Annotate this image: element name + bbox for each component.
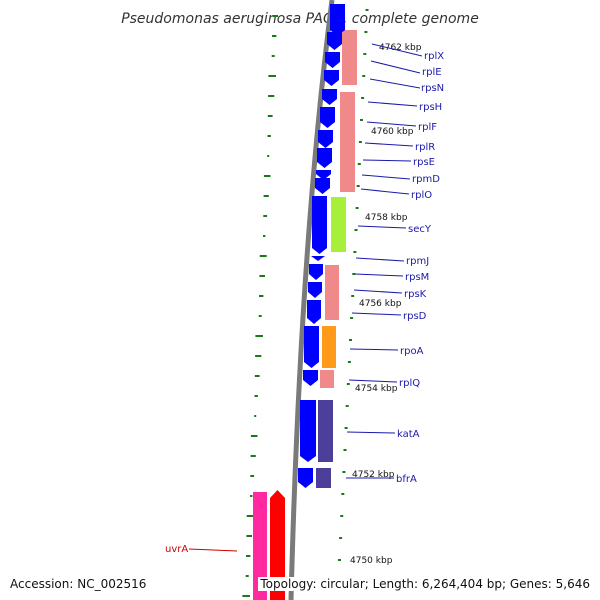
leader-line — [367, 101, 418, 107]
kbp-label-4758: 4758 kbp — [365, 213, 408, 223]
cog-block-transcription — [322, 326, 336, 368]
leader-line — [351, 312, 402, 316]
gene-label-bfrA[interactable]: bfrA — [396, 474, 417, 485]
cog-block — [320, 370, 334, 388]
leader-line — [354, 273, 404, 277]
kbp-label-4760: 4760 kbp — [371, 127, 414, 137]
gene-arrow-uvrA[interactable] — [270, 490, 285, 600]
cog-block — [342, 30, 357, 85]
gene-label-rpsD[interactable]: rpsD — [403, 311, 427, 322]
cog-category-track — [253, 30, 357, 600]
gene-label-secY[interactable]: secY — [408, 224, 432, 235]
leader-line — [349, 348, 399, 351]
gene-arrow-rplX[interactable] — [330, 4, 345, 36]
leader-line — [346, 431, 396, 434]
cog-block-ion — [318, 400, 333, 462]
leader-line — [370, 60, 421, 74]
gene-label-rpmD[interactable]: rpmD — [412, 174, 440, 185]
label-leader-lines — [188, 43, 423, 552]
gene-arrow-rpsE[interactable] — [317, 148, 332, 168]
genome-stats-text: Topology: circular; Length: 6,264,404 bp… — [258, 577, 592, 591]
leader-line — [357, 225, 407, 229]
gene-arrow-rpmD[interactable] — [316, 170, 331, 180]
gene-label-rpsH[interactable]: rpsH — [419, 102, 442, 113]
cog-block-ion — [316, 468, 331, 488]
gene-arrow-secY[interactable] — [312, 196, 327, 254]
gene-arrow-rpoA[interactable] — [304, 326, 319, 368]
gene-label-rplQ[interactable]: rplQ — [399, 378, 420, 389]
accession-text: Accession: NC_002516 — [8, 577, 149, 591]
cog-block — [340, 92, 355, 192]
gene-track — [270, 4, 345, 600]
leader-line — [360, 188, 410, 195]
gene-arrow-rplR[interactable] — [318, 130, 333, 148]
gene-arrow-rpmJ[interactable] — [311, 256, 325, 261]
leader-line — [362, 159, 412, 162]
cog-block — [325, 265, 339, 320]
leader-line — [366, 121, 417, 127]
gene-label-rplX[interactable]: rplX — [424, 51, 444, 62]
gene-arrow-bfrA[interactable] — [298, 468, 313, 488]
gene-label-rplO[interactable]: rplO — [411, 190, 432, 201]
gene-arrow-rpsD[interactable] — [307, 300, 321, 324]
gene-arrow-rplE[interactable] — [327, 32, 342, 50]
kbp-label-4750: 4750 kbp — [350, 556, 393, 566]
gc-skew-track — [242, 15, 278, 597]
gene-arrow[interactable] — [324, 70, 339, 86]
gene-label-rplE[interactable]: rplE — [422, 67, 442, 78]
gene-arrow-rpsK[interactable] — [308, 282, 322, 298]
gene-arrow-rpsN[interactable] — [325, 52, 340, 68]
cog-block-dna-repair — [253, 492, 267, 600]
gene-arrow-rplO[interactable] — [315, 178, 330, 194]
gene-arrow-katA[interactable] — [300, 400, 316, 462]
gene-label-rpsM[interactable]: rpsM — [405, 272, 429, 283]
gene-label-rpsE[interactable]: rpsE — [413, 157, 435, 168]
leader-line — [361, 174, 411, 180]
kbp-label-4754: 4754 kbp — [355, 384, 398, 394]
leader-line — [369, 78, 421, 89]
leader-line — [353, 289, 403, 294]
leader-line — [355, 257, 405, 262]
gene-label-rpmJ[interactable]: rpmJ — [406, 256, 429, 267]
gene-arrow-rplF[interactable] — [320, 107, 335, 128]
map-title: Pseudomonas aeruginosa PAO1, complete ge… — [121, 11, 479, 27]
genome-backbone — [288, 0, 335, 600]
kbp-scale: 4762 kbp 4760 kbp 4758 kbp 4756 kbp 4754… — [350, 43, 422, 566]
leader-line — [364, 142, 414, 147]
gene-arrow-rpsM[interactable] — [309, 264, 323, 280]
kbp-label-4756: 4756 kbp — [359, 299, 402, 309]
kbp-label-4762: 4762 kbp — [379, 43, 422, 53]
gene-arrow-rpsH[interactable] — [322, 89, 337, 105]
cog-block-secretion — [331, 197, 346, 252]
leader-line-uvrA — [188, 548, 238, 552]
gene-label-rpsN[interactable]: rpsN — [421, 83, 444, 94]
gene-label-rplF[interactable]: rplF — [418, 122, 437, 133]
kbp-label-4752: 4752 kbp — [352, 470, 395, 480]
gene-label-katA[interactable]: katA — [397, 429, 420, 440]
gene-label-rplR[interactable]: rplR — [415, 142, 435, 153]
gene-label-uvrA[interactable]: uvrA — [165, 544, 188, 555]
leader-line — [371, 43, 423, 57]
leader-line — [348, 379, 398, 383]
gene-arrow-rplQ[interactable] — [303, 370, 318, 386]
gene-label-rpsK[interactable]: rpsK — [404, 289, 427, 300]
gene-label-rpoA[interactable]: rpoA — [400, 346, 424, 357]
